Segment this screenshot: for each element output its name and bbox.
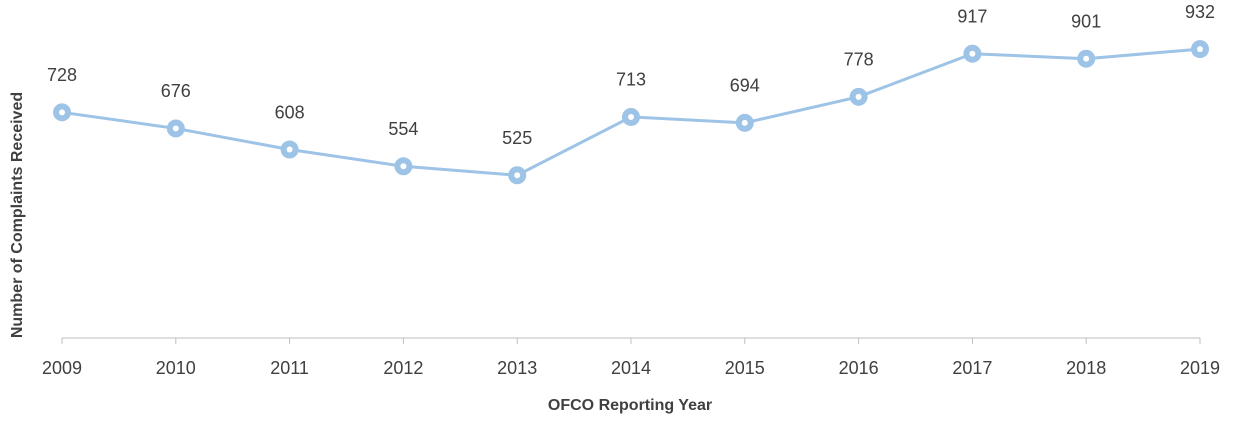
x-tick-label: 2012 bbox=[383, 358, 423, 378]
data-label: 554 bbox=[388, 119, 418, 139]
x-tick-label: 2014 bbox=[611, 358, 651, 378]
point-center bbox=[741, 119, 748, 126]
x-tick-label: 2013 bbox=[497, 358, 537, 378]
point-center bbox=[1197, 46, 1203, 53]
data-label: 713 bbox=[616, 70, 646, 90]
data-label: 917 bbox=[957, 6, 987, 26]
point-center bbox=[855, 93, 862, 100]
data-label: 525 bbox=[502, 128, 532, 148]
x-tick-label: 2015 bbox=[725, 358, 765, 378]
x-tick-label: 2010 bbox=[156, 358, 196, 378]
point-center bbox=[514, 172, 521, 179]
data-label: 694 bbox=[730, 76, 760, 96]
x-tick-label: 2019 bbox=[1180, 358, 1220, 378]
data-label: 608 bbox=[275, 102, 305, 122]
data-label: 778 bbox=[844, 50, 874, 70]
point-center bbox=[172, 125, 179, 132]
point-center bbox=[400, 163, 407, 170]
data-label: 901 bbox=[1071, 11, 1101, 31]
x-tick-label: 2016 bbox=[839, 358, 879, 378]
point-center bbox=[969, 50, 976, 57]
data-label: 932 bbox=[1185, 2, 1215, 22]
data-label: 676 bbox=[161, 81, 191, 101]
x-tick-label: 2017 bbox=[952, 358, 992, 378]
point-center bbox=[628, 113, 634, 120]
x-tick-label: 2011 bbox=[270, 358, 309, 378]
point-center bbox=[59, 109, 65, 116]
x-tick-label: 2009 bbox=[42, 358, 82, 378]
point-center bbox=[1083, 55, 1090, 62]
x-tick-label: 2018 bbox=[1066, 358, 1106, 378]
y-axis-title: Number of Complaints Received bbox=[9, 92, 26, 338]
x-axis-title: OFCO Reporting Year bbox=[548, 397, 712, 414]
data-label: 728 bbox=[47, 65, 77, 85]
point-center bbox=[286, 146, 293, 153]
